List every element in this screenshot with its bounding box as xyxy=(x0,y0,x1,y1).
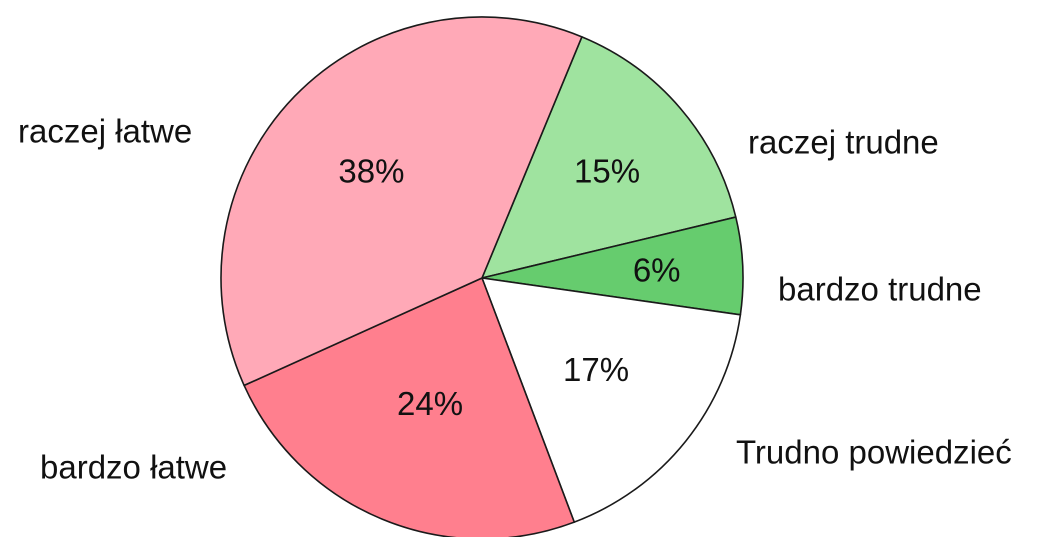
slice-value-label-bardzo-trudne: 6% xyxy=(633,251,681,288)
slice-value-label-bardzo-latwe: 24% xyxy=(397,385,463,422)
pie-slice-raczej-trudne xyxy=(481,36,737,279)
slice-value-label-raczej-trudne: 15% xyxy=(574,153,640,190)
slice-category-label-trudno-powiedziec: Trudno powiedzieć xyxy=(736,434,1012,471)
percent-labels-layer: 15% 6% 17% 24% 38% xyxy=(338,152,680,422)
pie-slice-trudno-powiedziec xyxy=(481,277,742,523)
slice-category-label-bardzo-latwe: bardzo łatwe xyxy=(40,449,227,486)
pie-slice-bardzo-latwe xyxy=(243,277,576,537)
pie-slice-raczej-latwe xyxy=(220,16,583,387)
slice-category-label-bardzo-trudne: bardzo trudne xyxy=(778,271,982,308)
slice-value-label-trudno-powiedziec: 17% xyxy=(563,351,629,388)
category-labels-layer: raczej trudne bardzo trudne Trudno powiedz… xyxy=(18,113,1012,486)
slice-category-label-raczej-trudne: raczej trudne xyxy=(748,124,939,161)
slice-value-label-raczej-latwe: 38% xyxy=(338,152,404,189)
slice-category-label-raczej-latwe: raczej łatwe xyxy=(18,113,192,150)
slices-layer xyxy=(220,16,744,537)
